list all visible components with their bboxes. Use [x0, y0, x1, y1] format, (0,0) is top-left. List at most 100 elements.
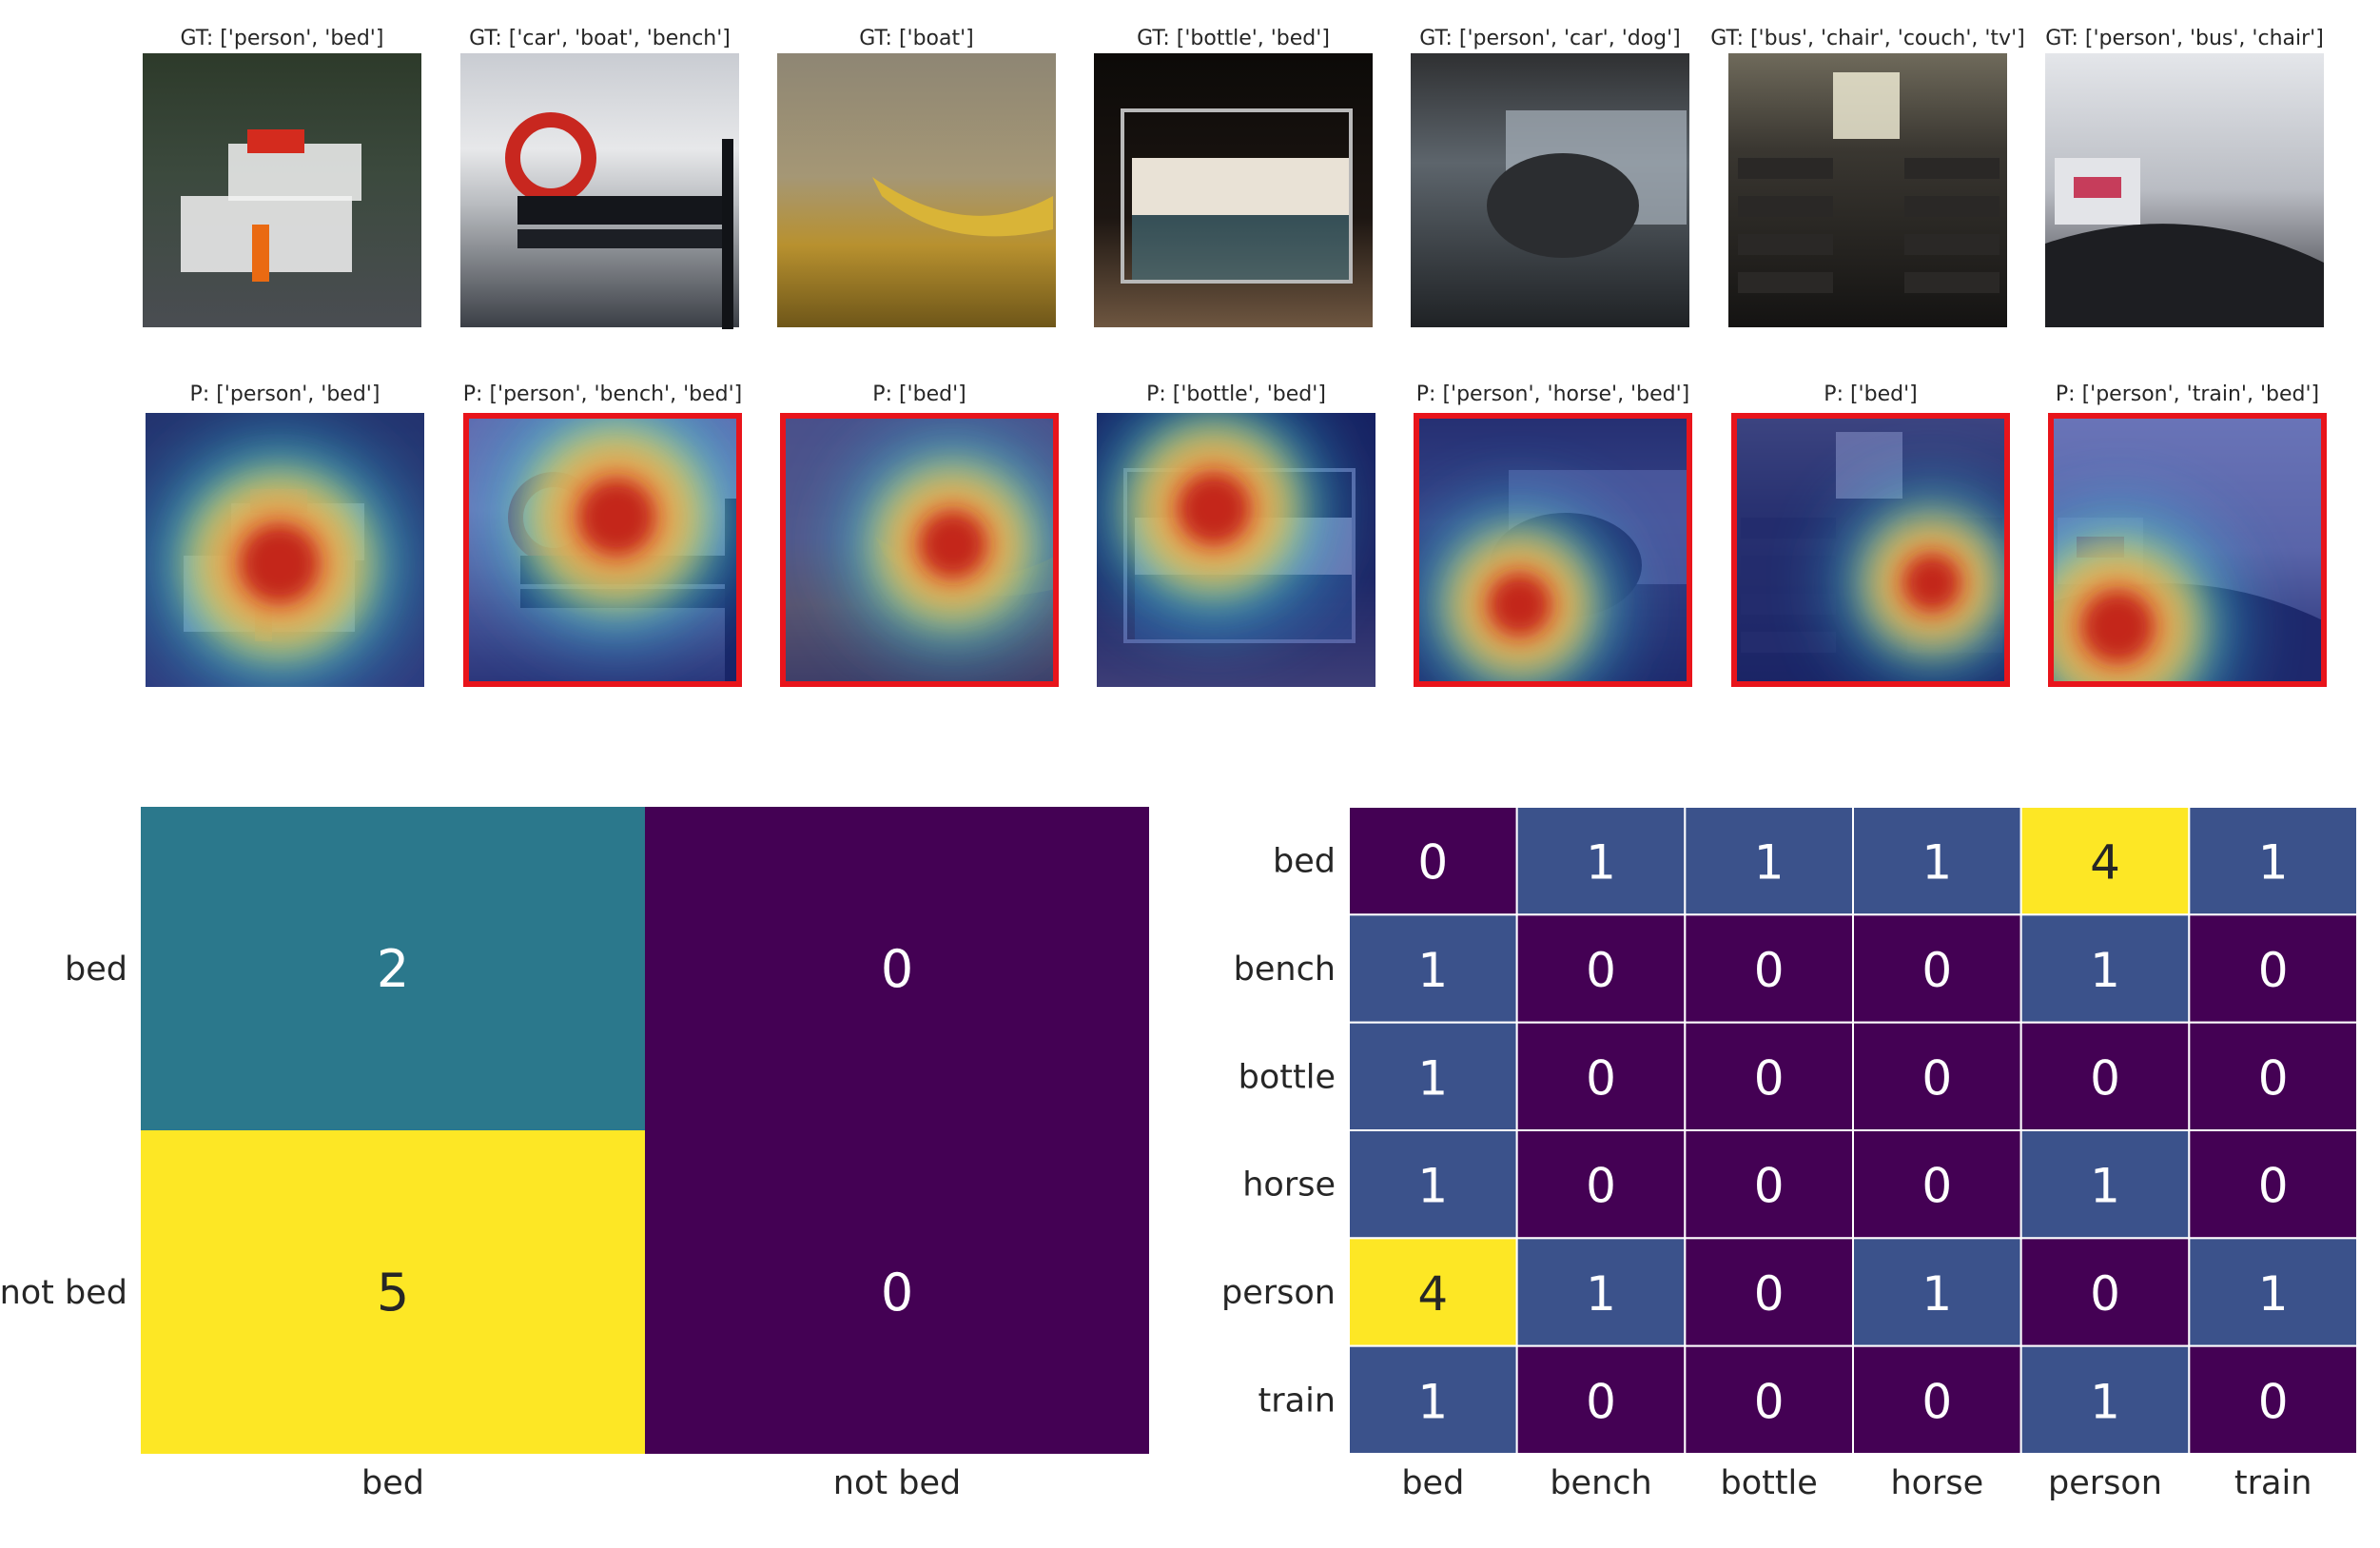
cell-value-label: 0 [881, 939, 913, 999]
gt-title: GT: ['person', 'car', 'dog'] [1419, 27, 1681, 50]
heatmap-cell [1515, 1237, 1687, 1347]
gt-thumbnail-image [460, 53, 739, 329]
x-tick-label: bed [1401, 1464, 1464, 1502]
heatmap-cell [1852, 1237, 2022, 1347]
prediction-title: P: ['bed'] [872, 382, 966, 406]
cell-value-label: 1 [2090, 943, 2120, 998]
cell-value-label: 1 [1586, 1266, 1616, 1322]
y-tick-label: train [1258, 1381, 1336, 1420]
gt-thumbnail-image [1411, 53, 1689, 327]
x-tick-label: bed [361, 1464, 424, 1502]
cell-value-label: 0 [1586, 1050, 1616, 1106]
heatmap-cell [1684, 1129, 1855, 1240]
gt-thumbnail-image [1094, 53, 1373, 327]
heatmap-cell [1515, 913, 1687, 1024]
x-tick-label: horse [1890, 1464, 1983, 1502]
cell-value-label: 1 [2258, 835, 2289, 891]
gt-title: GT: ['person', 'bus', 'chair'] [2045, 27, 2324, 50]
prediction-title: P: ['person', 'horse', 'bed'] [1416, 382, 1689, 406]
y-tick-label: horse [1242, 1166, 1336, 1205]
cell-value-label: 0 [1922, 1159, 1952, 1214]
cell-value-label: 0 [2258, 943, 2289, 998]
prediction-title: P: ['person', 'bed'] [190, 382, 380, 406]
cell-value-label: 1 [1417, 1050, 1448, 1106]
cell-value-label: 1 [2258, 1266, 2289, 1322]
cell-value-label: 0 [1754, 1374, 1785, 1429]
heatmap-cell [2019, 1344, 2191, 1455]
prediction-title: P: ['person', 'bench', 'bed'] [463, 382, 742, 406]
cell-value-label: 0 [1754, 1266, 1785, 1322]
cell-value-label: 0 [1586, 1374, 1616, 1429]
cell-value-label: 0 [2090, 1050, 2120, 1106]
gt-title: GT: ['bottle', 'bed'] [1137, 27, 1330, 50]
cell-value-label: 1 [1417, 1159, 1448, 1214]
heatmap-cell [1684, 806, 1855, 916]
cell-value-label: 5 [377, 1263, 409, 1323]
gt-title: GT: ['bus', 'chair', 'couch', 'tv'] [1710, 27, 2024, 50]
cell-value-label: 1 [1586, 835, 1616, 891]
heatmap-cell [1348, 1021, 1518, 1131]
heatmap-cell [1515, 1129, 1687, 1240]
prediction-heatmap-image [146, 413, 424, 687]
heatmap-cells: 0 1 1 1 4 1 1 0 0 0 1 0 1 0 0 0 0 0 1 0 0 0 1 0 4 1 0 1 0 1 1 0 0 0 1 0 [1348, 806, 2358, 1455]
misprediction-border [1414, 413, 1692, 687]
prediction-heatmap-image [463, 413, 742, 687]
heatmap-cells: 2 05 0 [141, 807, 1149, 1454]
cell-value-label: 0 [1754, 943, 1785, 998]
heatmap-cell [2019, 1021, 2191, 1131]
x-tick-label: bottle [1720, 1464, 1817, 1502]
gt-thumbnail-image [1728, 53, 2007, 327]
gt-thumbnail-image [2045, 53, 2324, 327]
cell-value-label: 0 [1586, 943, 1616, 998]
heatmap-cell [1852, 1129, 2022, 1240]
gt-title: GT: ['boat'] [859, 27, 973, 50]
cell-value-label: 1 [1417, 943, 1448, 998]
heatmap-cell [141, 1130, 645, 1454]
heatmap-cell [2188, 1237, 2358, 1347]
ground-truth-row: GT: ['person', 'bed'] GT: ['car', 'boat',… [143, 27, 2324, 329]
cell-value-label: 0 [2258, 1050, 2289, 1106]
cell-value-label: 0 [881, 1263, 913, 1323]
heatmap-cell [141, 807, 645, 1130]
heatmap-cell [645, 807, 1149, 1130]
cell-value-label: 0 [2258, 1159, 2289, 1214]
cell-value-label: 0 [1922, 943, 1952, 998]
heatmap-cell [1348, 1129, 1518, 1240]
x-tick-label: bench [1550, 1464, 1651, 1502]
prediction-title: P: ['bed'] [1824, 382, 1917, 406]
misprediction-border [1731, 413, 2010, 687]
gt-thumbnail-image [143, 53, 421, 327]
cell-value-label: 0 [1754, 1159, 1785, 1214]
y-tick-label: bench [1234, 950, 1336, 989]
heatmap-cell [645, 1130, 1149, 1454]
prediction-heatmap-image [1731, 413, 2010, 687]
misprediction-border [780, 413, 1059, 687]
cell-value-label: 0 [1754, 1050, 1785, 1106]
gt-title: GT: ['car', 'boat', 'bench'] [469, 27, 731, 50]
cell-value-label: 1 [1754, 835, 1785, 891]
heatmap-cell [1515, 1344, 1687, 1455]
heatmap-cell [1852, 913, 2022, 1024]
heatmap-cell [1348, 1237, 1518, 1347]
heatmap-cell [2019, 1237, 2191, 1347]
heatmap-cell [2188, 1344, 2358, 1455]
gt-thumbnail-image [777, 53, 1056, 327]
heatmap-cell [1348, 913, 1518, 1024]
misprediction-border [2048, 413, 2327, 687]
prediction-row: P: ['person', 'bed'] P: ['person', 'bench… [146, 382, 2327, 687]
heatmap-cell [1684, 1021, 1855, 1131]
cell-value-label: 1 [2090, 1159, 2120, 1214]
heatmap-cell [1348, 1344, 1518, 1455]
y-tick-label: bed [1273, 843, 1336, 881]
cell-value-label: 1 [1922, 835, 1952, 891]
prediction-heatmap-image [2048, 413, 2327, 687]
cell-value-label: 0 [2090, 1266, 2120, 1322]
x-tick-label: person [2048, 1464, 2162, 1502]
cell-value-label: 0 [1922, 1050, 1952, 1106]
gt-title: GT: ['person', 'bed'] [181, 27, 384, 50]
prediction-title: P: ['bottle', 'bed'] [1146, 382, 1326, 406]
heatmap-cell [1684, 1237, 1855, 1347]
x-tick-label: train [2234, 1464, 2312, 1502]
